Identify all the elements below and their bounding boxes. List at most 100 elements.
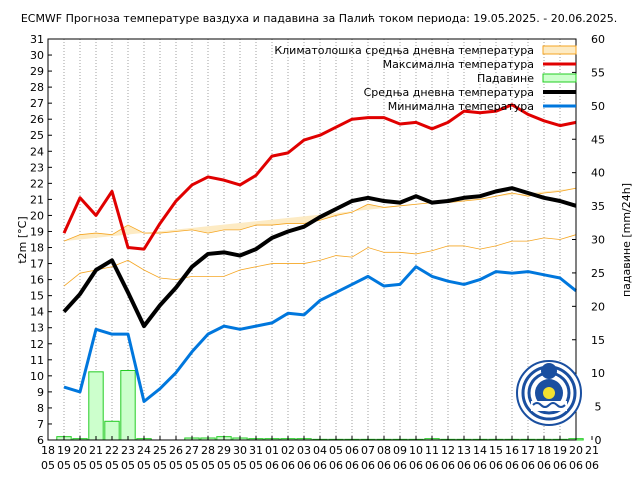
x-tick-month: 06 xyxy=(505,459,519,472)
x-tick-month: 05 xyxy=(137,459,151,472)
x-tick-day: 24 xyxy=(137,444,151,457)
y-left-tick-label: 6 xyxy=(37,434,44,447)
x-tick-day: 29 xyxy=(217,444,231,457)
y-left-tick-label: 18 xyxy=(30,242,44,255)
x-tick-day: 13 xyxy=(457,444,471,457)
x-tick-month: 05 xyxy=(57,459,71,472)
x-tick-day: 21 xyxy=(89,444,103,457)
y-right-tick-label: 25 xyxy=(591,267,605,280)
x-tick-month: 06 xyxy=(521,459,535,472)
x-tick-month: 06 xyxy=(473,459,487,472)
x-tick-month: 06 xyxy=(489,459,503,472)
chart-title: ECMWF Прогноза температуре ваздуха и пад… xyxy=(21,12,617,25)
y-left-tick-label: 11 xyxy=(30,354,44,367)
x-tick-month: 05 xyxy=(121,459,135,472)
x-tick-month: 05 xyxy=(169,459,183,472)
x-tick-day: 08 xyxy=(377,444,391,457)
y-left-tick-label: 27 xyxy=(30,97,44,110)
x-tick-day: 27 xyxy=(185,444,199,457)
y-left-tick-label: 30 xyxy=(30,49,44,62)
x-tick-day: 02 xyxy=(281,444,295,457)
x-tick-day: 19 xyxy=(553,444,567,457)
x-tick-day: 04 xyxy=(313,444,327,457)
x-tick-month: 05 xyxy=(41,459,55,472)
x-tick-month: 06 xyxy=(585,459,599,472)
x-tick-day: 01 xyxy=(265,444,279,457)
y-right-tick-label: 45 xyxy=(591,133,605,146)
legend-label-tmax: Максимална температура xyxy=(383,58,534,71)
y-axis-left-label: t2m [°C] xyxy=(16,216,29,263)
x-tick-month: 05 xyxy=(73,459,87,472)
x-tick-day: 11 xyxy=(425,444,439,457)
x-tick-day: 20 xyxy=(73,444,87,457)
x-tick-day: 09 xyxy=(393,444,407,457)
x-tick-day: 15 xyxy=(489,444,503,457)
x-tick-day: 28 xyxy=(201,444,215,457)
x-tick-day: 05 xyxy=(329,444,343,457)
y-left-tick-label: 12 xyxy=(30,338,44,351)
right-axis-ticks: 0 5 10 15 20 25 30 35 40 45 50 55 60 xyxy=(572,33,605,447)
temperature-lines xyxy=(62,103,577,404)
x-tick-month: 06 xyxy=(377,459,391,472)
x-tick-day: 16 xyxy=(505,444,519,457)
y-left-tick-label: 7 xyxy=(37,418,44,431)
y-right-tick-label: 0 xyxy=(595,434,602,447)
x-tick-day: 14 xyxy=(473,444,487,457)
x-tick-month: 06 xyxy=(569,459,583,472)
legend-label-tmean: Средња дневна температура xyxy=(364,86,534,99)
x-tick-month: 06 xyxy=(409,459,423,472)
x-tick-month: 05 xyxy=(249,459,263,472)
y-right-tick-label: 5 xyxy=(595,401,602,414)
y-left-tick-label: 23 xyxy=(30,161,44,174)
y-left-tick-label: 22 xyxy=(30,177,44,190)
x-tick-month: 05 xyxy=(153,459,167,472)
x-tick-month: 05 xyxy=(201,459,215,472)
climatology-lower-edge xyxy=(63,234,577,287)
x-tick-month: 05 xyxy=(89,459,103,472)
y-left-tick-label: 25 xyxy=(30,129,44,142)
x-tick-day: 21 xyxy=(585,444,599,457)
left-axis-ticks: 6 7 8 9 10 11 12 13 14 15 16 17 18 19 20 21 22 23 24 25 26 27… xyxy=(30,33,52,447)
x-tick-month: 06 xyxy=(393,459,407,472)
x-tick-day: 20 xyxy=(569,444,583,457)
y-left-tick-label: 26 xyxy=(30,113,44,126)
x-tick-month: 06 xyxy=(457,459,471,472)
y-left-tick-label: 19 xyxy=(30,225,44,238)
x-tick-day: 07 xyxy=(361,444,375,457)
y-right-tick-label: 20 xyxy=(591,300,605,313)
legend-swatch-precip xyxy=(542,73,577,83)
y-left-tick-label: 17 xyxy=(30,258,44,271)
x-tick-day: 26 xyxy=(169,444,183,457)
legend-label-clim: Климатолошка средња дневна температура xyxy=(274,44,534,57)
series-line-tmax xyxy=(62,103,577,251)
x-tick-day: 25 xyxy=(153,444,167,457)
x-axis-ticks: 1805190520052105220523052405250526052705… xyxy=(41,436,599,472)
y-left-tick-label: 13 xyxy=(30,322,44,335)
legend-swatch-clim xyxy=(542,45,577,55)
x-tick-month: 06 xyxy=(313,459,327,472)
y-left-tick-label: 31 xyxy=(30,33,44,46)
x-tick-day: 12 xyxy=(441,444,455,457)
x-tick-month: 06 xyxy=(537,459,551,472)
x-tick-month: 05 xyxy=(217,459,231,472)
y-left-tick-label: 10 xyxy=(30,370,44,383)
x-tick-day: 10 xyxy=(409,444,423,457)
y-right-tick-label: 10 xyxy=(591,367,605,380)
y-axis-right-label: падавине [mm/24h] xyxy=(620,183,633,297)
y-right-tick-label: 40 xyxy=(591,167,605,180)
x-tick-day: 17 xyxy=(521,444,535,457)
y-left-tick-label: 29 xyxy=(30,65,44,78)
y-left-tick-label: 20 xyxy=(30,209,44,222)
x-tick-month: 06 xyxy=(281,459,295,472)
y-left-tick-label: 14 xyxy=(30,306,44,319)
x-tick-day: 18 xyxy=(537,444,551,457)
x-tick-day: 31 xyxy=(249,444,263,457)
y-right-tick-label: 55 xyxy=(591,66,605,79)
x-tick-day: 19 xyxy=(57,444,71,457)
legend-label-precip: Падавине xyxy=(477,72,534,85)
x-tick-month: 06 xyxy=(329,459,343,472)
x-tick-month: 06 xyxy=(345,459,359,472)
x-tick-month: 06 xyxy=(441,459,455,472)
y-left-tick-label: 24 xyxy=(30,145,44,158)
